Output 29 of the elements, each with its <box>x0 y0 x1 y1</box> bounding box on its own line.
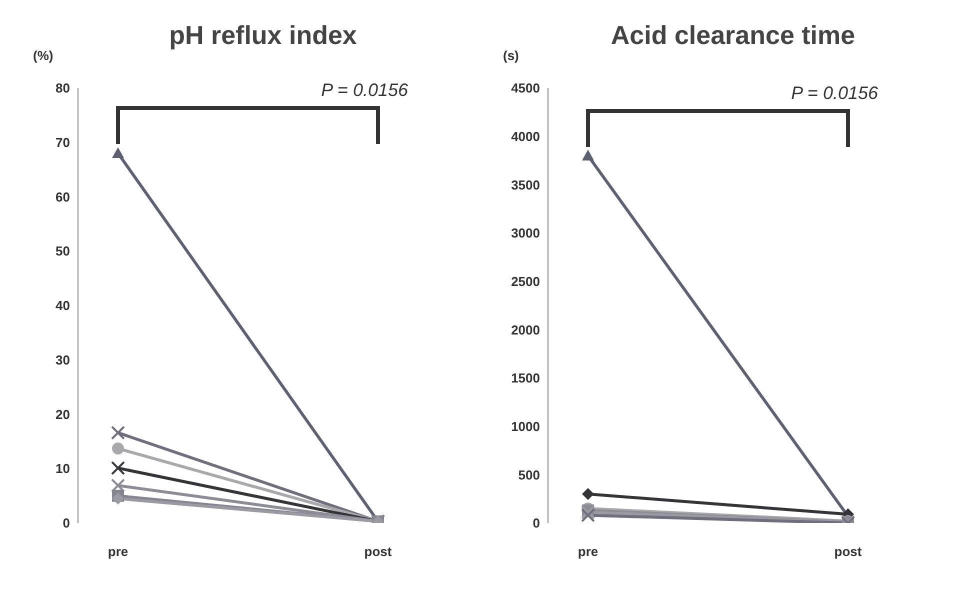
y-tick-label: 0 <box>532 516 540 531</box>
y-axis-title: (%) <box>33 48 54 63</box>
y-tick-label: 4000 <box>511 128 540 144</box>
y-tick-label: 0 <box>62 516 70 531</box>
y-tick-label: 4500 <box>511 80 540 96</box>
y-tick-label: 1000 <box>511 418 540 434</box>
y-axis-title: (s) <box>503 48 519 63</box>
chart-title: Acid clearance time <box>610 20 856 51</box>
chart-title: pH reflux index <box>168 20 358 51</box>
y-tick-label: 30 <box>56 352 70 368</box>
annotation: P = 0.0156 <box>790 82 878 104</box>
y-tick-label: 10 <box>56 461 70 476</box>
y-tick-label: 60 <box>56 189 70 204</box>
x-tick-label: post <box>834 544 862 560</box>
y-tick-label: 3000 <box>511 226 540 241</box>
y-tick-label: 500 <box>518 467 540 482</box>
y-tick-label: 2000 <box>511 322 540 338</box>
x-tick-label: pre <box>578 544 598 560</box>
x-tick-label: pre <box>108 544 128 560</box>
y-tick-label: 80 <box>56 80 70 96</box>
x-tick-label: post <box>364 544 392 560</box>
y-tick-label: 20 <box>56 406 70 422</box>
y-tick-label: 1500 <box>511 370 540 386</box>
y-tick-label: 70 <box>56 134 70 150</box>
annotation: P = 0.0156 <box>320 80 408 102</box>
y-tick-label: 40 <box>56 298 70 314</box>
y-tick-label: 3500 <box>511 177 540 192</box>
y-tick-label: 50 <box>56 244 70 259</box>
y-tick-label: 2500 <box>511 274 540 289</box>
